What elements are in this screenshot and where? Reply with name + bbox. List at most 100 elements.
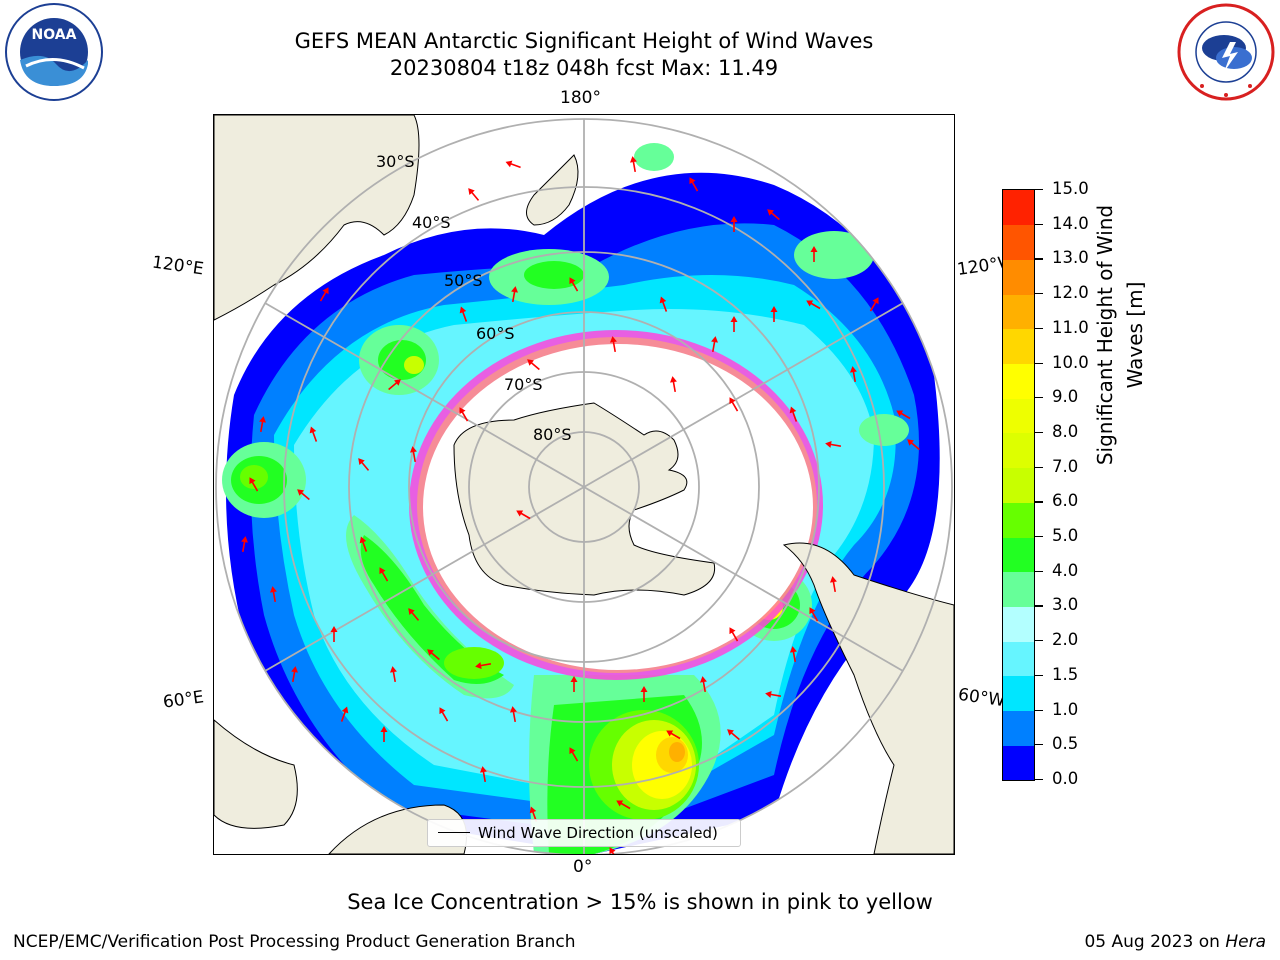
chart-title: GEFS MEAN Antarctic Significant Height o… <box>294 29 874 53</box>
colorbar-segment <box>1003 675 1034 712</box>
colorbar-tick <box>1035 779 1043 781</box>
lat-label-50s: 50°S <box>444 271 483 290</box>
lon-label-60w: 60°W <box>956 684 1007 712</box>
map-legend: Wind Wave Direction (unscaled) <box>427 819 741 847</box>
wind-wave-arrow <box>297 489 310 501</box>
wind-wave-arrow <box>730 216 738 232</box>
wind-wave-arrow <box>527 359 540 371</box>
colorbar-tick <box>1035 640 1043 642</box>
legend-text: Wind Wave Direction (unscaled) <box>478 824 718 842</box>
lat-label-60s: 60°S <box>476 324 515 343</box>
wind-wave-arrow <box>670 376 677 393</box>
colorbar-tick <box>1035 431 1043 434</box>
footer-credit: NCEP/EMC/Verification Post Processing Pr… <box>13 932 576 952</box>
colorbar-segment <box>1003 502 1034 538</box>
wind-wave-arrow <box>270 586 277 603</box>
wind-wave-arrow <box>630 156 637 173</box>
wind-wave-arrow <box>830 576 837 593</box>
wind-wave-arrow <box>570 676 578 692</box>
colorbar-tick <box>1035 536 1043 538</box>
wind-wave-arrow <box>700 676 707 693</box>
colorbar-tick <box>1035 293 1043 295</box>
wind-wave-arrow <box>770 306 778 322</box>
wind-wave-arrow <box>789 406 798 422</box>
wind-wave-arrow <box>727 729 740 741</box>
colorbar-tick-label: 9.0 <box>1052 387 1079 407</box>
wind-wave-arrow <box>459 306 468 322</box>
colorbar-segment <box>1003 224 1034 260</box>
wind-wave-arrow <box>896 410 911 420</box>
colorbar-tick-label: 13.0 <box>1052 248 1089 268</box>
colorbar-segment <box>1003 259 1034 295</box>
graticule <box>215 118 953 854</box>
wind-wave-arrow <box>480 766 487 783</box>
colorbar-segment <box>1003 294 1034 330</box>
wind-wave-arrow <box>609 847 619 854</box>
wind-wave-arrow <box>408 608 420 621</box>
colorbar-segment <box>1003 641 1034 677</box>
colorbar-tick-label: 3.0 <box>1052 595 1079 615</box>
colorbar-title: Significant Height of Wind Waves [m] <box>1093 204 1147 466</box>
colorbar-tick <box>1035 397 1043 399</box>
wind-wave-arrow <box>388 379 401 391</box>
colorbar-segment <box>1003 432 1034 469</box>
noaa-logo: NOAA <box>4 2 104 102</box>
wind-wave-arrow <box>767 209 780 221</box>
colorbar-tick <box>1035 744 1043 746</box>
footer-date: 05 Aug 2023 on Hera <box>1084 932 1266 952</box>
wind-wave-arrow <box>259 416 266 433</box>
wind-wave-arrow <box>475 662 492 669</box>
lon-label-60e: 60°E <box>161 687 206 713</box>
footer-machine: Hera <box>1225 932 1266 952</box>
colorbar-tick-label: 4.0 <box>1052 560 1079 580</box>
wind-wave-arrow <box>505 160 521 169</box>
wind-wave-arrow <box>790 646 797 663</box>
colorbar-tick-label: 6.0 <box>1052 491 1079 511</box>
wind-wave-arrow <box>427 649 440 661</box>
colorbar-segment <box>1003 745 1034 780</box>
colorbar-tick <box>1035 189 1043 191</box>
wind-wave-arrow <box>825 441 842 448</box>
wind-wave-arrow <box>380 726 388 742</box>
wind-wave-arrow <box>729 397 739 412</box>
sea-ice-caption: Sea Ice Concentration > 15% is shown in … <box>347 890 933 914</box>
wind-wave-arrow <box>309 426 318 442</box>
colorbar-segment <box>1003 537 1034 573</box>
colorbar-tick <box>1035 258 1043 260</box>
wind-wave-arrow <box>730 316 738 332</box>
colorbar-segment <box>1003 328 1034 365</box>
wind-wave-arrow <box>459 407 469 422</box>
wind-wave-arrow <box>468 188 480 201</box>
wind-wave-arrow <box>711 336 718 353</box>
wind-wave-arrow <box>850 366 857 383</box>
colorbar-tick <box>1035 327 1043 329</box>
colorbar-tick <box>1035 570 1043 572</box>
south-america <box>782 542 954 854</box>
wind-wave-arrow <box>410 446 417 463</box>
wind-wave-arrow <box>729 627 739 642</box>
colorbar-tick <box>1035 362 1043 364</box>
wind-wave-arrow <box>249 477 259 492</box>
wind-wave-arrow <box>616 800 631 810</box>
wind-wave-arrow <box>689 177 699 192</box>
wind-wave-arrow <box>516 510 531 520</box>
wind-wave-arrow <box>806 300 821 310</box>
wind-wave-arrow <box>359 536 368 552</box>
colorbar-tick-label: 11.0 <box>1052 317 1089 337</box>
wind-wave-arrow <box>390 666 397 683</box>
colorbar-segment <box>1003 363 1034 399</box>
wind-wave-arrow <box>291 666 298 683</box>
colorbar-tick-label: 0.0 <box>1052 769 1079 788</box>
wind-wave-arrow <box>340 706 349 722</box>
legend-line-swatch <box>438 832 470 834</box>
new-zealand <box>526 154 579 226</box>
colorbar-tick-label: 14.0 <box>1052 213 1089 233</box>
madagascar <box>214 719 298 829</box>
wind-wave-arrow <box>640 686 648 702</box>
australia <box>214 115 420 321</box>
wind-wave-arrow <box>666 730 681 740</box>
wind-wave-arrow <box>809 607 819 622</box>
wind-wave-arrow <box>907 439 920 451</box>
colorbar-segment <box>1003 467 1034 503</box>
wind-wave-arrow <box>765 691 782 698</box>
